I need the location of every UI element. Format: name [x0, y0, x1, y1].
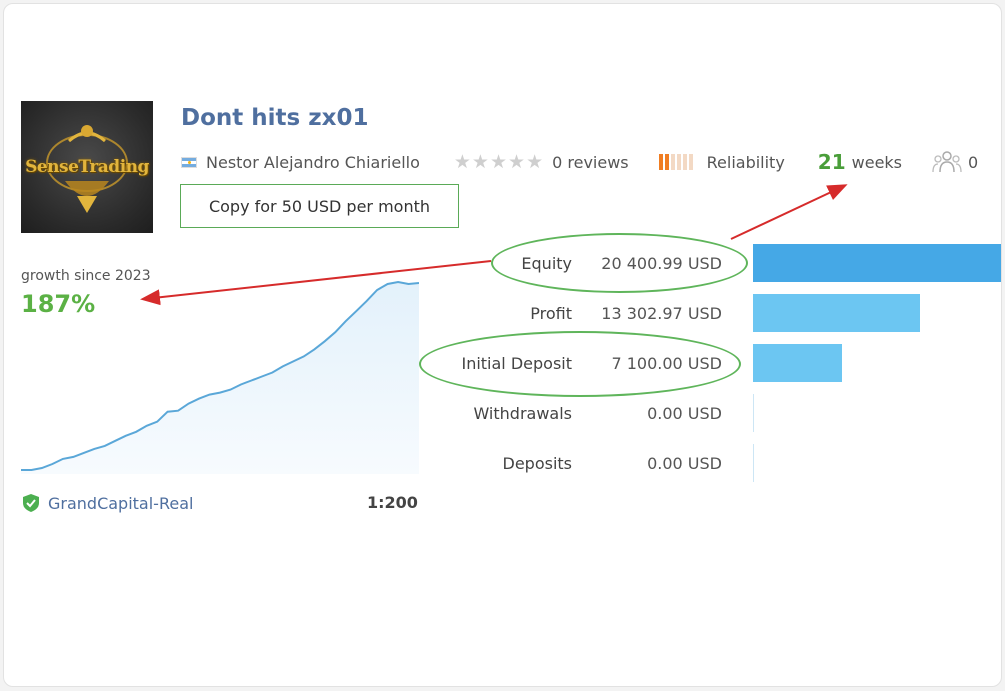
growth-line — [21, 280, 419, 471]
reliability-bar — [664, 154, 669, 170]
subscribers-icon — [932, 151, 962, 173]
argentina-flag-icon — [181, 156, 197, 168]
stat-row: Withdrawals 0.00 USD — [424, 398, 722, 428]
rating-stars: ★ ★ ★ ★ ★ — [453, 150, 544, 173]
weeks-label: weeks — [851, 152, 903, 172]
star-icon: ★ — [471, 150, 489, 173]
reliability-bar — [676, 154, 681, 170]
star-icon: ★ — [489, 150, 508, 173]
star-icon: ★ — [508, 150, 526, 173]
growth-area — [21, 282, 419, 474]
growth-value: 187% — [21, 290, 96, 318]
leverage-value: 1:200 — [367, 493, 418, 512]
copy-subscription-button[interactable]: Copy for 50 USD per month — [180, 184, 459, 228]
reliability-bars-icon — [658, 154, 695, 170]
stat-value: 0.00 USD — [647, 403, 722, 423]
stat-value: 0.00 USD — [647, 453, 722, 473]
arrow-equity-to-weeks — [730, 184, 848, 240]
equity-highlight-oval — [491, 233, 748, 293]
stat-row: Profit 13 302.97 USD — [424, 298, 722, 328]
signal-card: SenseTrading Dont hits zx01 Nestor Aleja… — [3, 3, 1002, 687]
growth-label: growth since 2023 — [21, 268, 151, 284]
stat-bar — [753, 394, 754, 432]
stat-value: 13 302.97 USD — [601, 303, 722, 323]
logo-text: SenseTrading — [25, 157, 149, 177]
star-icon: ★ — [453, 150, 471, 173]
signal-meta-row: Nestor Alejandro Chiariello ★ ★ ★ ★ ★ 0 … — [181, 150, 978, 174]
initial-deposit-highlight-oval — [419, 331, 741, 397]
stat-label: Profit — [530, 303, 572, 323]
stat-bar — [753, 294, 920, 332]
verified-shield-icon — [23, 494, 39, 512]
weeks-value: 21 — [817, 150, 846, 174]
reliability-bar — [682, 154, 687, 170]
signal-logo[interactable]: SenseTrading — [21, 101, 153, 233]
reliability-bar — [670, 154, 675, 170]
author-link[interactable]: Nestor Alejandro Chiariello — [206, 152, 420, 172]
reliability-bar — [658, 154, 663, 170]
stat-label: Withdrawals — [473, 403, 572, 423]
reliability-bar — [688, 154, 693, 170]
logo-ornament-icon — [46, 125, 128, 213]
subscribers-count: 0 — [968, 152, 979, 172]
broker-link[interactable]: GrandCapital-Real — [48, 493, 194, 513]
broker: GrandCapital-Real — [21, 493, 193, 513]
arrow-equity-to-growth — [140, 260, 492, 306]
annotation-arrows — [140, 184, 848, 306]
stat-bar — [753, 444, 754, 482]
reliability-label: Reliability — [706, 152, 785, 172]
stat-bar — [753, 244, 1001, 282]
signal-title[interactable]: Dont hits zx01 — [181, 105, 369, 131]
star-icon: ★ — [526, 150, 544, 173]
growth-chart — [21, 280, 419, 474]
reviews-link[interactable]: 0 reviews — [552, 152, 629, 172]
stat-label: Deposits — [502, 453, 573, 473]
stat-row: Deposits 0.00 USD — [424, 448, 723, 478]
stat-bar — [753, 344, 842, 382]
